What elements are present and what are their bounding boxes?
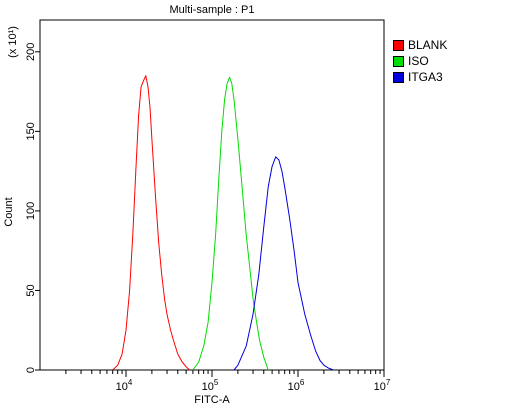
x-tick-label: 106 [288,378,305,393]
legend-label-iso: ISO [408,54,429,68]
x-tick-label: 104 [116,378,133,393]
legend-item-iso: ISO [393,53,447,69]
y-axis-multiplier: (x 10¹) [7,26,19,58]
legend-swatch-iso [393,55,404,67]
plot-frame [39,19,385,371]
chart-title: Multi-sample : P1 [170,4,255,16]
y-tick-label: 200 [25,43,37,61]
y-tick-label: 0 [25,367,37,373]
y-tick-label: 100 [25,202,37,220]
legend-item-blank: BLANK [393,37,447,53]
x-tick-label: 105 [202,378,219,393]
legend: BLANK ISO ITGA3 [393,37,447,85]
series-line-blank [112,75,191,371]
legend-item-itga3: ITGA3 [393,69,447,85]
plot-area: 0 50 100 150 200 104 105 106 107 [25,19,391,393]
y-tick-label: 50 [25,284,37,296]
legend-label-blank: BLANK [408,38,448,52]
legend-swatch-itga3 [393,71,404,83]
series-line-itga3 [233,156,334,371]
x-axis-label: FITC-A [194,394,230,406]
legend-swatch-blank [393,39,404,51]
x-tick-label: 107 [374,378,391,393]
y-tick-label: 150 [25,122,37,140]
series-line-iso [192,76,269,371]
y-axis-label: Count [3,197,15,226]
legend-label-itga3: ITGA3 [408,70,443,84]
